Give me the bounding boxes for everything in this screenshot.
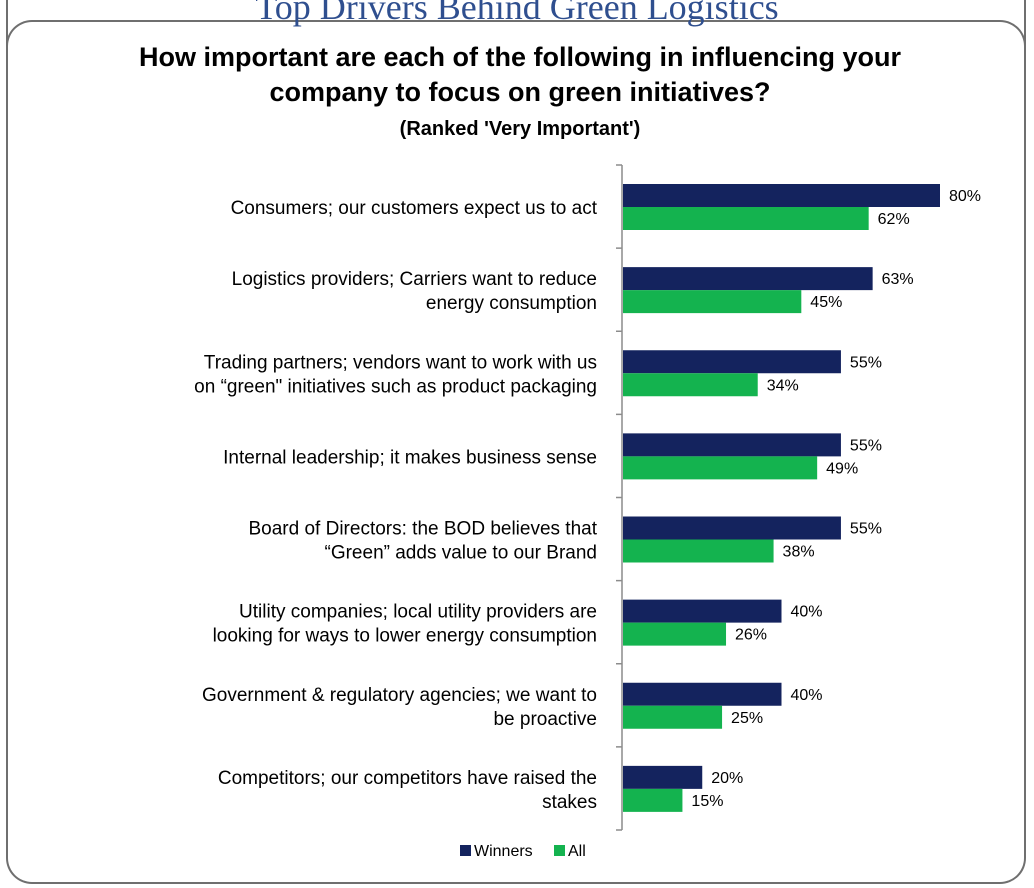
chart-frame-top — [6, 20, 1026, 62]
data-label-all: 34% — [767, 377, 799, 394]
bar-winners — [623, 599, 782, 623]
legend-label-winners: Winners — [474, 843, 533, 860]
bar-all — [623, 290, 802, 314]
data-label-all: 45% — [810, 294, 842, 311]
category-label: Internal leadership; it makes business s… — [223, 447, 597, 468]
legend-swatch-all — [554, 845, 565, 856]
bar-winners — [623, 350, 841, 374]
chart-title-line2: company to focus on green initiatives? — [269, 77, 771, 107]
bar-all — [623, 622, 727, 646]
bar-all — [623, 373, 758, 397]
data-label-winners: 40% — [790, 604, 822, 621]
bar-winners — [623, 765, 703, 789]
legend-label-all: All — [568, 843, 586, 860]
category-label: Board of Directors: the BOD believes tha… — [249, 519, 598, 564]
bar-winners — [623, 184, 940, 207]
data-label-winners: 55% — [850, 354, 882, 371]
bar-all — [623, 788, 683, 812]
data-label-winners: 55% — [850, 521, 882, 538]
chart-frame — [6, 0, 1026, 884]
bar-winners — [623, 267, 873, 291]
data-label-winners: 80% — [949, 188, 981, 205]
category-label: Utility companies; local utility provide… — [213, 602, 597, 647]
chart-title-line1: How important are each of the following … — [138, 42, 902, 72]
category-label: Competitors; our competitors have raised… — [218, 768, 597, 813]
data-label-all: 38% — [783, 544, 815, 561]
bar-all — [623, 539, 774, 563]
bar-winners — [623, 516, 841, 540]
category-label: Government & regulatory agencies; we wan… — [202, 685, 597, 730]
data-label-winners: 63% — [882, 271, 914, 288]
chart-subtitle: (Ranked 'Very Important') — [399, 118, 641, 140]
data-label-winners: 20% — [711, 770, 743, 787]
data-label-all: 49% — [826, 460, 858, 477]
bar-all — [623, 456, 818, 480]
category-label: Trading partners; vendors want to work w… — [194, 352, 597, 397]
bar-winners — [623, 682, 782, 706]
data-label-winners: 40% — [790, 687, 822, 704]
banner-text: Top Drivers Behind Green Logistics — [255, 0, 779, 27]
legend-swatch-winners — [460, 845, 471, 856]
bar-all — [623, 705, 723, 729]
bar-winners — [623, 433, 841, 457]
data-label-all: 62% — [878, 211, 910, 228]
category-label: Logistics providers; Carriers want to re… — [232, 269, 597, 314]
data-label-all: 26% — [735, 627, 767, 644]
data-label-all: 15% — [691, 793, 723, 810]
data-label-all: 25% — [731, 710, 763, 727]
bar-all — [623, 207, 869, 230]
category-label: Consumers; our customers expect us to ac… — [231, 198, 598, 219]
data-label-winners: 55% — [850, 437, 882, 454]
